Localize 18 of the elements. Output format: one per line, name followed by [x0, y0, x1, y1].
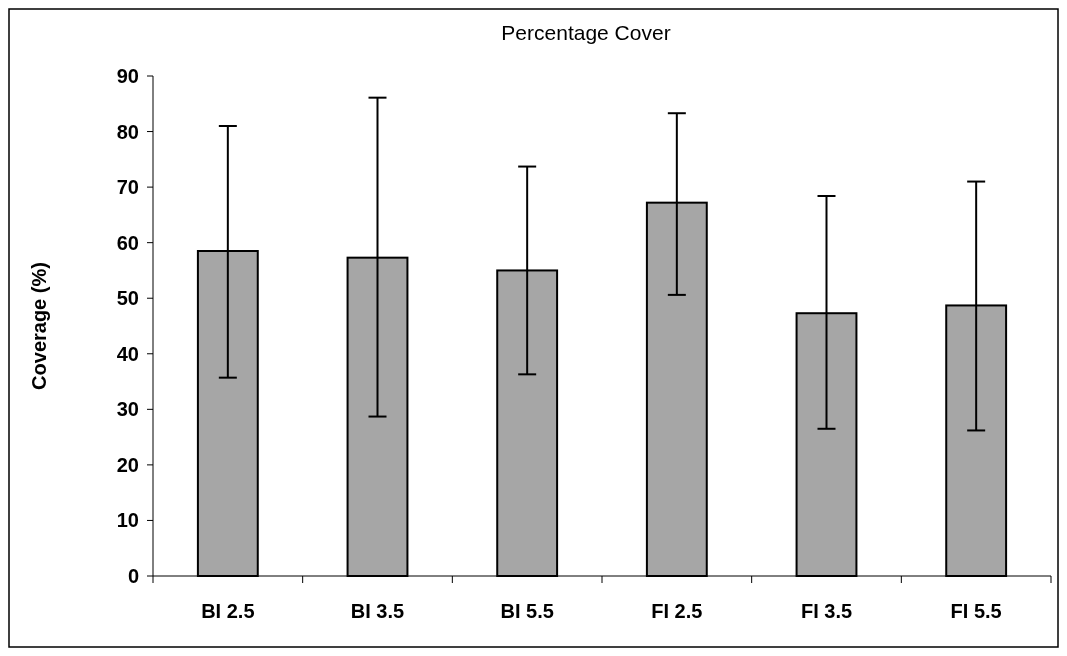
x-tick-label: FI 2.5	[651, 600, 703, 622]
chart-title: Percentage Cover	[501, 21, 671, 44]
y-tick-label: 0	[127, 565, 139, 587]
y-tick-label: 50	[116, 287, 139, 310]
y-tick-label: 20	[116, 453, 139, 476]
y-tick-label: 10	[116, 509, 139, 532]
y-tick-label: 30	[116, 398, 139, 421]
y-tick-label: 80	[116, 120, 139, 143]
y-tick-label: 40	[116, 342, 139, 365]
x-tick-label: BI 5.5	[500, 600, 554, 622]
y-tick-label: 70	[116, 176, 139, 199]
x-tick-label: FI 5.5	[950, 600, 1002, 622]
y-tick-label: 60	[116, 231, 139, 254]
y-axis-title: Coverage (%)	[28, 262, 50, 390]
x-tick-label: BI 2.5	[201, 600, 255, 622]
y-tick-label: 90	[116, 65, 139, 87]
x-tick-label: FI 3.5	[800, 600, 853, 622]
x-tick-label: BI 3.5	[350, 600, 405, 622]
